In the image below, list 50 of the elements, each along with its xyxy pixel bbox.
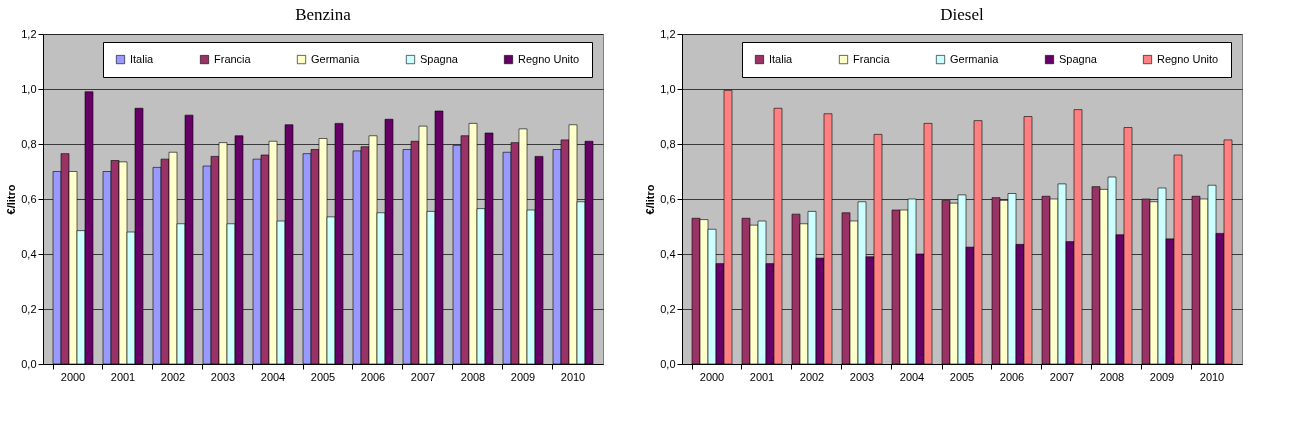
- y-tick-label: 0,4: [21, 247, 37, 260]
- x-tick-label: 2008: [460, 370, 486, 383]
- x-tick-label: 2002: [799, 370, 825, 383]
- x-tick-label: 2000: [60, 370, 86, 383]
- legend-label: Italia: [769, 52, 794, 65]
- x-tick-label: 2008: [1099, 370, 1125, 383]
- x-tick-label: 2010: [560, 370, 586, 383]
- x-tick-label: 2002: [160, 370, 186, 383]
- y-tick-label: 0,6: [21, 192, 37, 205]
- x-tick-label: 2005: [310, 370, 336, 383]
- chart-title: Benzina: [295, 5, 352, 24]
- y-tick-label: 0,2: [660, 302, 676, 315]
- x-tick-label: 2000: [699, 370, 725, 383]
- x-tick-label: 2009: [510, 370, 536, 383]
- x-tick-label: 2006: [999, 370, 1025, 383]
- y-tick-label: 1,2: [660, 27, 676, 40]
- x-tick-label: 2009: [1149, 370, 1175, 383]
- x-tick-label: 2004: [260, 370, 286, 383]
- y-tick-label: 1,0: [660, 82, 676, 95]
- x-tick-label: 2001: [110, 370, 136, 383]
- x-tick-label: 2003: [849, 370, 875, 383]
- legend-label: Francia: [853, 52, 891, 65]
- chart-title: Diesel: [940, 5, 984, 24]
- legend-label: Italia: [130, 52, 155, 65]
- x-tick-label: 2007: [1049, 370, 1075, 383]
- legend-label: Spagna: [420, 52, 459, 65]
- x-tick-label: 2003: [210, 370, 236, 383]
- y-tick-label: 0,6: [660, 192, 676, 205]
- x-tick-label: 2001: [749, 370, 775, 383]
- legend-label: Regno Unito: [518, 52, 580, 65]
- y-tick-label: 0,0: [660, 357, 676, 370]
- legend-label: Spagna: [1059, 52, 1098, 65]
- x-tick-label: 2007: [410, 370, 436, 383]
- legend-label: Francia: [214, 52, 252, 65]
- y-tick-label: 0,2: [21, 302, 37, 315]
- y-tick-label: 0,8: [660, 137, 676, 150]
- y-tick-label: 0,0: [21, 357, 37, 370]
- y-tick-label: 1,0: [21, 82, 37, 95]
- y-axis-title: €/litro: [5, 184, 18, 215]
- x-tick-label: 2004: [899, 370, 925, 383]
- x-tick-label: 2005: [949, 370, 975, 383]
- y-tick-label: 1,2: [21, 27, 37, 40]
- x-tick-label: 2006: [360, 370, 386, 383]
- y-axis-title: €/litro: [644, 184, 657, 215]
- legend-label: Germania: [950, 52, 1000, 65]
- x-tick-label: 2010: [1199, 370, 1225, 383]
- legend-label: Regno Unito: [1157, 52, 1219, 65]
- y-tick-label: 0,4: [660, 247, 676, 260]
- legend-label: Germania: [311, 52, 361, 65]
- y-tick-label: 0,8: [21, 137, 37, 150]
